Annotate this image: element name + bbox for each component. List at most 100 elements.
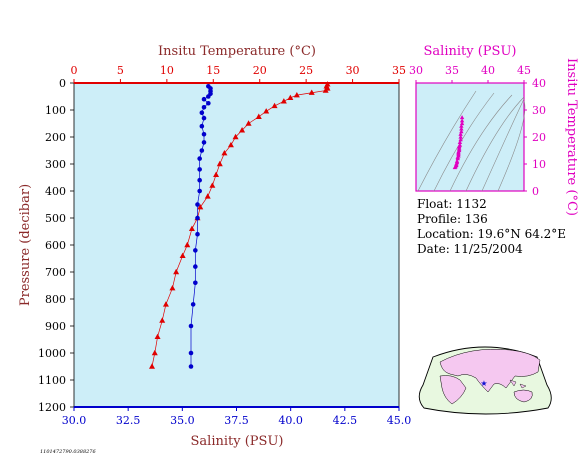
temperature-point <box>232 133 239 140</box>
temperature-point <box>221 150 228 156</box>
map-australia <box>513 389 533 403</box>
temperature-tick-label: 15 <box>206 64 220 77</box>
temperature-tick-label: 20 <box>253 64 267 77</box>
inset-ts-point <box>458 134 463 139</box>
temperature-point <box>255 113 262 119</box>
map-eurasia <box>439 348 541 393</box>
temperature-point <box>280 98 287 104</box>
temperature-point <box>245 120 252 126</box>
temperature-tick-label: 5 <box>117 64 124 77</box>
salinity-point <box>206 94 211 99</box>
pressure-axis-label: Pressure (decibar) <box>18 184 33 306</box>
profile-info: Profile: 136 <box>417 212 488 226</box>
pressure-tick-label: 200 <box>45 131 66 144</box>
temperature-tick-label: 30 <box>346 64 360 77</box>
temperature-point <box>263 108 270 114</box>
salinity-series <box>188 83 213 369</box>
inset-salinity-label: Salinity (PSU) <box>424 44 517 59</box>
temperature-point <box>209 182 216 188</box>
pressure-ticks: 0 100 200 300 400 500 600 700 800 900 1000 1100 1200 <box>38 77 74 414</box>
salinity-point <box>188 323 194 329</box>
inset-temperature-tick-label: 40 <box>532 77 546 90</box>
temperature-series <box>149 81 331 369</box>
pressure-tick-label: 700 <box>45 266 66 279</box>
salinity-point <box>188 364 194 369</box>
temperature-point <box>213 171 220 177</box>
salinity-tick-label: 35.0 <box>170 414 195 427</box>
density-contour <box>433 92 495 192</box>
temperature-point <box>162 301 169 307</box>
inset-temperature-tick-label: 0 <box>532 185 539 198</box>
density-contours <box>417 90 526 192</box>
salinity-point <box>201 140 207 145</box>
temperature-point <box>227 141 234 148</box>
temperature-point <box>179 252 186 258</box>
temperature-point <box>173 268 180 275</box>
pressure-tick-label: 500 <box>45 212 66 225</box>
temperature-axis-label: Insitu Temperature (°C) <box>158 44 316 59</box>
inset-plot-area <box>415 82 525 192</box>
salinity-point <box>193 264 198 269</box>
world-map: ★ <box>418 346 552 415</box>
inset-ts-point <box>459 129 464 134</box>
main-plot-area <box>73 82 400 408</box>
salinity-point <box>195 231 200 237</box>
salinity-line <box>190 85 211 367</box>
salinity-tick-label: 45.0 <box>387 414 412 427</box>
inset-salinity-tick-label: 30 <box>409 64 423 77</box>
pressure-tick-label: 900 <box>45 320 66 333</box>
salinity-axis-label: Salinity (PSU) <box>191 434 284 449</box>
temperature-ticks: 0 5 10 15 20 25 30 35 <box>71 64 406 83</box>
location-info: Location: 19.6°N 64.2°E <box>417 227 566 241</box>
density-contour <box>449 94 513 192</box>
temperature-point <box>151 349 158 356</box>
temperature-point <box>154 333 161 339</box>
inset-ts-series <box>452 115 465 170</box>
inset-salinity-tick-label: 45 <box>517 64 531 77</box>
salinity-point <box>197 188 202 194</box>
pressure-tick-label: 0 <box>59 77 66 90</box>
salinity-point <box>190 302 196 307</box>
inset-temperature-tick-label: 10 <box>532 158 546 171</box>
inset-ts-point <box>459 118 465 123</box>
map-africa <box>439 375 467 405</box>
temperature-point <box>169 285 176 291</box>
temperature-tick-label: 0 <box>71 64 78 77</box>
float-info: Float: 1132 <box>417 197 487 211</box>
temperature-tick-label: 10 <box>160 64 174 77</box>
salinity-tick-label: 40.0 <box>278 414 303 427</box>
temperature-point <box>184 241 191 248</box>
inset-ts-point <box>459 126 464 131</box>
salinity-point <box>201 96 207 102</box>
temperature-point <box>204 193 211 199</box>
inset-salinity-tick-label: 35 <box>445 64 459 77</box>
temperature-point <box>239 127 246 133</box>
inset-salinity-ticks: 30 35 40 45 <box>409 64 531 83</box>
salinity-point <box>201 115 207 121</box>
inset-ts-point <box>459 115 465 120</box>
salinity-point <box>199 110 205 115</box>
map-islands <box>509 379 527 389</box>
salinity-point <box>206 100 211 106</box>
inset-temperature-tick-label: 20 <box>532 131 546 144</box>
salinity-point <box>199 123 205 129</box>
salinity-point <box>201 105 207 110</box>
temperature-point <box>216 160 223 167</box>
salinity-point <box>201 132 207 137</box>
salinity-point <box>197 167 202 172</box>
inset-ts-point <box>459 123 464 128</box>
inset-temperature-tick-label: 30 <box>532 104 546 117</box>
salinity-tick-label: 42.5 <box>333 414 358 427</box>
inset-ts-point <box>452 165 458 170</box>
inset-temperature-label: Insitu Temperature (°C) <box>564 58 579 216</box>
salinity-tick-label: 37.5 <box>224 414 249 427</box>
temperature-point <box>159 317 166 323</box>
inset-ts-point <box>457 140 463 144</box>
temperature-tick-label: 35 <box>392 64 406 77</box>
pressure-tick-label: 600 <box>45 239 66 252</box>
salinity-point <box>188 350 194 356</box>
map-float-marker: ★ <box>480 379 487 388</box>
salinity-point <box>197 156 202 161</box>
inset-ts-point <box>458 131 463 136</box>
